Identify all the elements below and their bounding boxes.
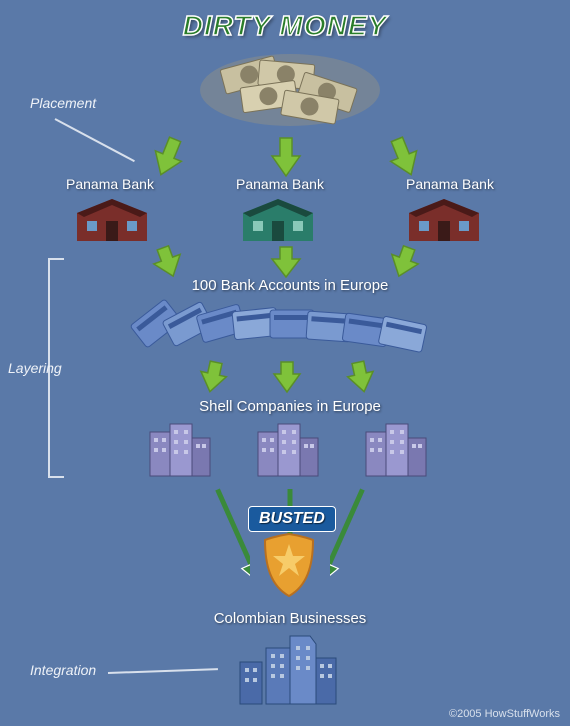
building-icon [252, 418, 324, 485]
bank-icon [72, 195, 152, 250]
accounts-label: 100 Bank Accounts in Europe [140, 277, 440, 294]
bank-icon [404, 195, 484, 250]
long-arrow-icon [330, 485, 390, 600]
title: DIRTY MONEY [183, 10, 387, 42]
building-icon [144, 418, 216, 485]
busted-badge: BUSTED [248, 506, 336, 532]
placement-line [55, 118, 135, 162]
shells-label: Shell Companies in Europe [140, 398, 440, 415]
stage-layering: Layering [8, 360, 62, 376]
credit-cards-icon [120, 298, 460, 363]
arrow-icon [344, 360, 378, 399]
bank-label-3: Panama Bank [390, 176, 510, 192]
arrow-icon [270, 360, 304, 399]
shield-icon [259, 530, 319, 605]
arrow-icon [196, 360, 230, 399]
bank-icon [238, 195, 318, 250]
copyright: ©2005 HowStuffWorks [449, 708, 560, 720]
money-pile-icon [190, 40, 390, 140]
city-icon [220, 628, 360, 713]
bank-label-2: Panama Bank [220, 176, 340, 192]
final-label: Colombian Businesses [180, 610, 400, 627]
bank-label-1: Panama Bank [50, 176, 170, 192]
building-icon [360, 418, 432, 485]
stage-placement: Placement [30, 95, 96, 111]
integration-line [108, 668, 218, 674]
long-arrow-icon [190, 485, 250, 600]
stage-integration: Integration [30, 662, 96, 678]
